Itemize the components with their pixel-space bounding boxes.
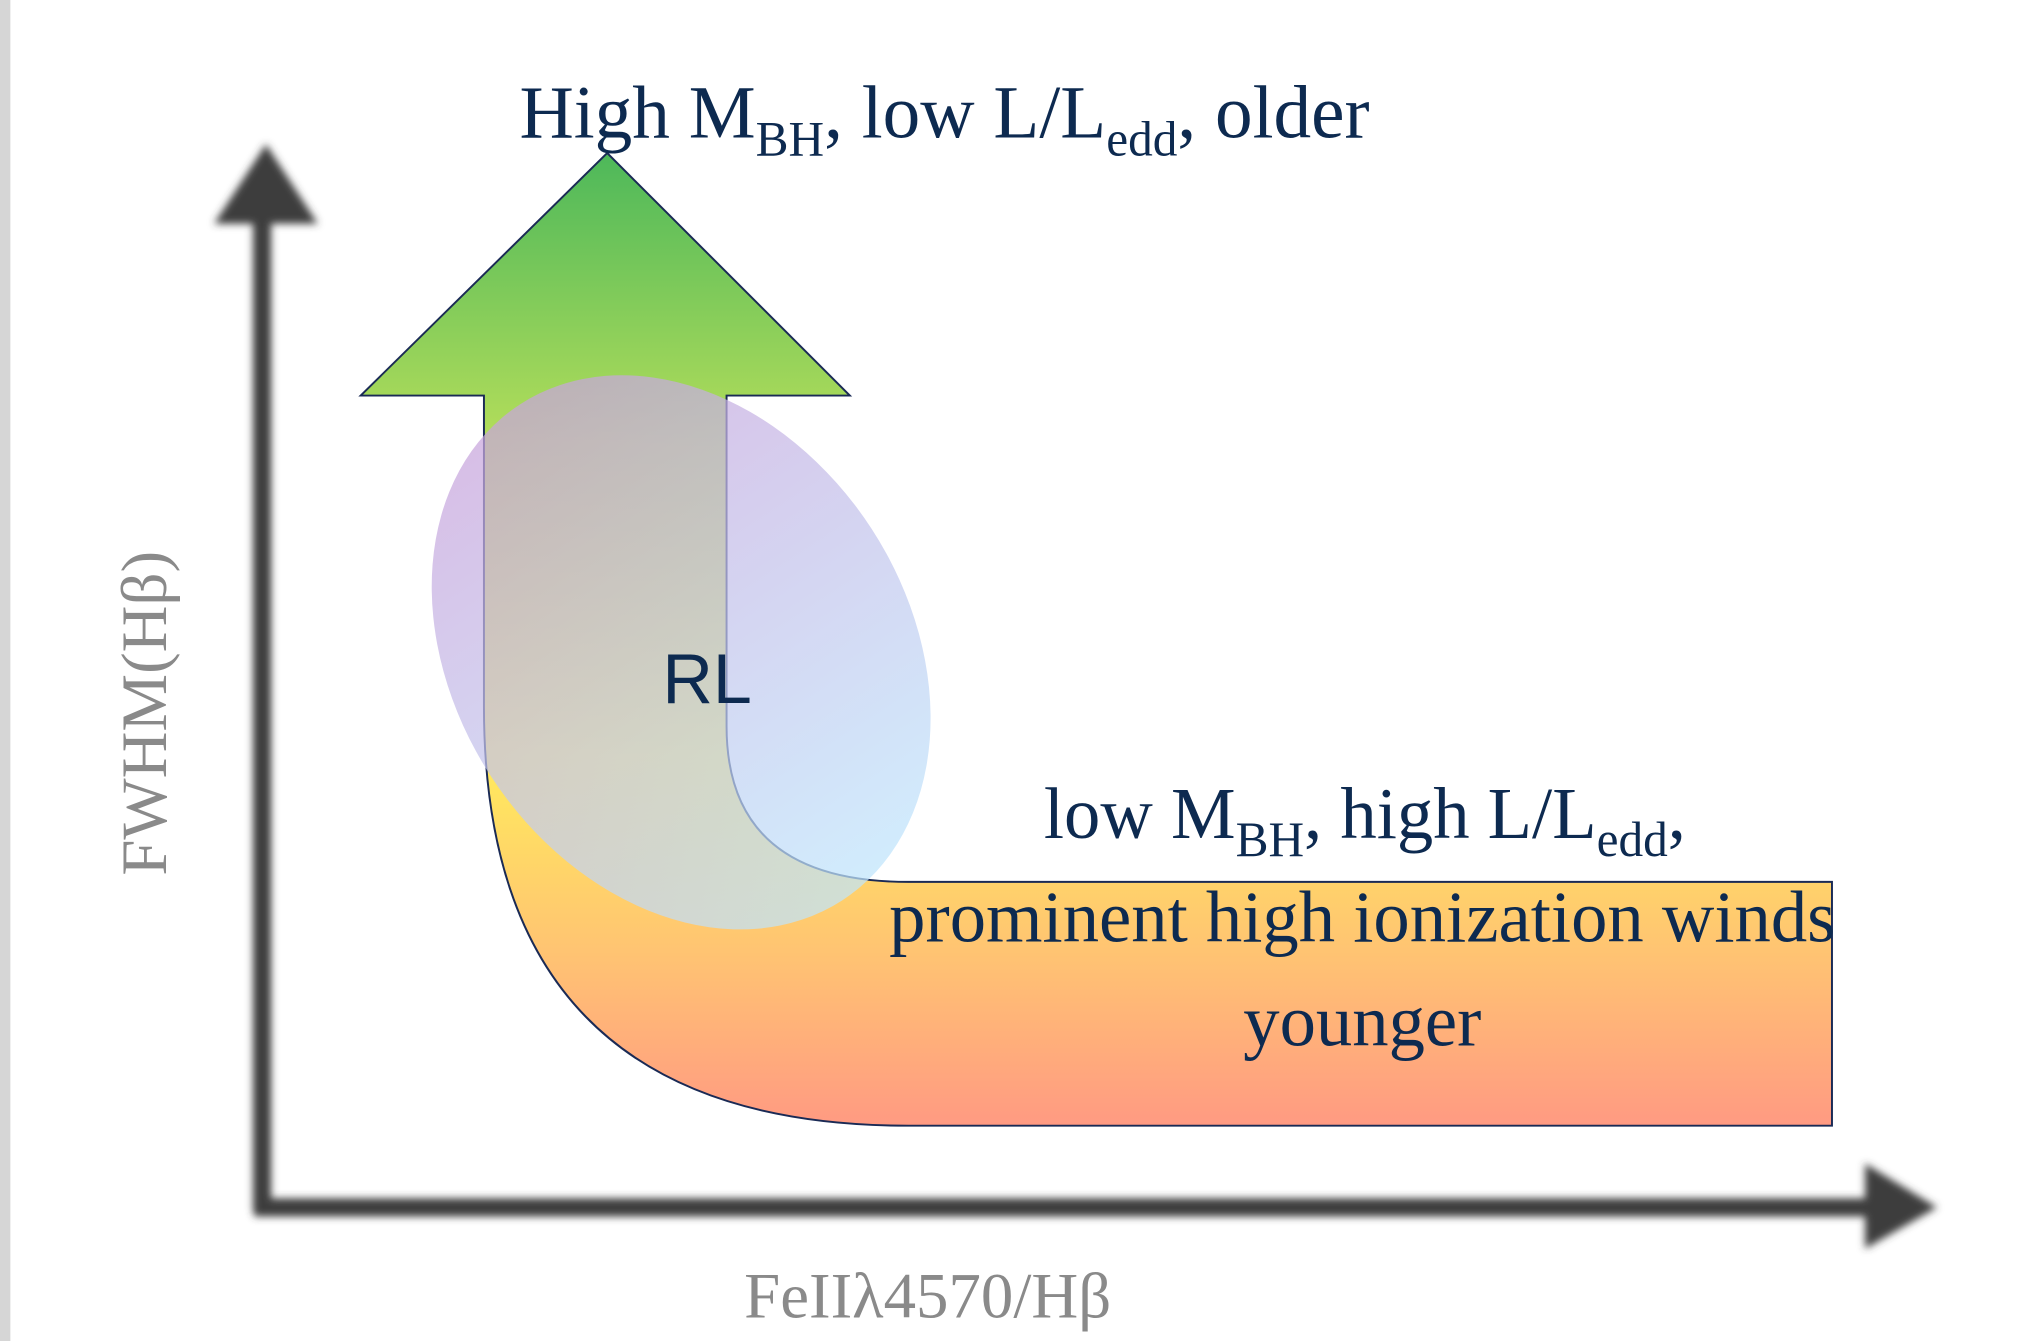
text: , older: [1177, 71, 1369, 154]
bottom-label-line1: low MBH, high L/Ledd,: [1044, 773, 1686, 867]
x-axis-label: FeIIλ4570/Hβ: [744, 1261, 1111, 1333]
top-label: High MBH, low L/Ledd, older: [519, 71, 1369, 166]
text: High M: [519, 71, 755, 154]
y-axis-arrowhead: [214, 144, 318, 224]
bottom-label-line2: prominent high ionization winds: [889, 877, 1835, 958]
text: low M: [1044, 773, 1236, 854]
y-axis-label: FWHM(Hβ): [109, 551, 181, 876]
subscript: edd: [1106, 112, 1178, 167]
subscript: edd: [1597, 812, 1669, 867]
x-axis-arrowhead: [1865, 1163, 1938, 1249]
text: ,: [1668, 773, 1686, 854]
subscript: BH: [756, 112, 824, 167]
axes: [214, 144, 1938, 1249]
center-label: RL: [662, 640, 752, 718]
text: , low L/L: [824, 71, 1106, 154]
rl-ellipse: [431, 375, 931, 930]
text: , high L/L: [1304, 773, 1597, 854]
bottom-label-line3: younger: [1243, 980, 1481, 1061]
left-border: [0, 0, 11, 1341]
subscript: BH: [1236, 812, 1304, 867]
